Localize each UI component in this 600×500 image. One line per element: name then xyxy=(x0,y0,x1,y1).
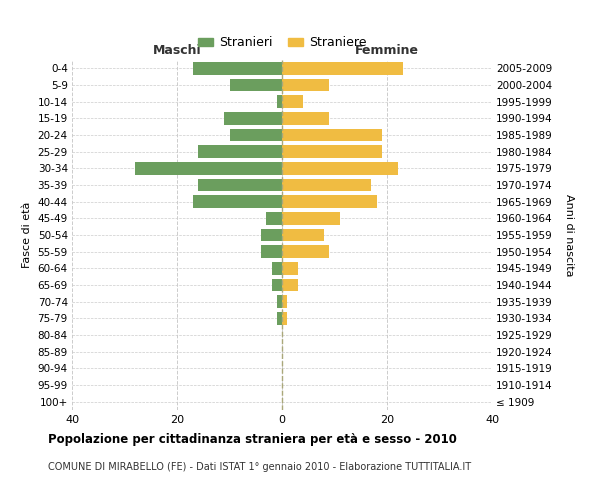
Bar xyxy=(282,262,298,274)
Text: Maschi: Maschi xyxy=(152,44,202,57)
Bar xyxy=(277,312,282,324)
Bar xyxy=(282,112,329,124)
Bar xyxy=(282,212,340,224)
Bar xyxy=(282,196,377,208)
Legend: Stranieri, Straniere: Stranieri, Straniere xyxy=(193,32,371,54)
Bar xyxy=(198,146,282,158)
Bar xyxy=(271,279,282,291)
Text: COMUNE DI MIRABELLO (FE) - Dati ISTAT 1° gennaio 2010 - Elaborazione TUTTITALIA.: COMUNE DI MIRABELLO (FE) - Dati ISTAT 1°… xyxy=(48,462,471,472)
Bar xyxy=(282,246,329,258)
Bar xyxy=(282,79,329,92)
Bar xyxy=(282,279,298,291)
Bar xyxy=(282,62,403,74)
Bar xyxy=(282,146,382,158)
Bar xyxy=(193,62,282,74)
Bar xyxy=(282,96,303,108)
Bar xyxy=(282,312,287,324)
Bar xyxy=(261,246,282,258)
Bar xyxy=(282,179,371,192)
Bar xyxy=(271,262,282,274)
Bar xyxy=(282,162,398,174)
Bar xyxy=(266,212,282,224)
Bar xyxy=(229,79,282,92)
Y-axis label: Fasce di età: Fasce di età xyxy=(22,202,32,268)
Bar xyxy=(277,96,282,108)
Bar xyxy=(224,112,282,124)
Bar xyxy=(193,196,282,208)
Bar xyxy=(277,296,282,308)
Bar xyxy=(261,229,282,241)
Bar xyxy=(198,179,282,192)
Bar xyxy=(282,296,287,308)
Bar xyxy=(229,129,282,141)
Bar xyxy=(282,129,382,141)
Text: Femmine: Femmine xyxy=(355,44,419,57)
Y-axis label: Anni di nascita: Anni di nascita xyxy=(564,194,574,276)
Text: Popolazione per cittadinanza straniera per età e sesso - 2010: Popolazione per cittadinanza straniera p… xyxy=(48,432,457,446)
Bar xyxy=(135,162,282,174)
Bar xyxy=(282,229,324,241)
